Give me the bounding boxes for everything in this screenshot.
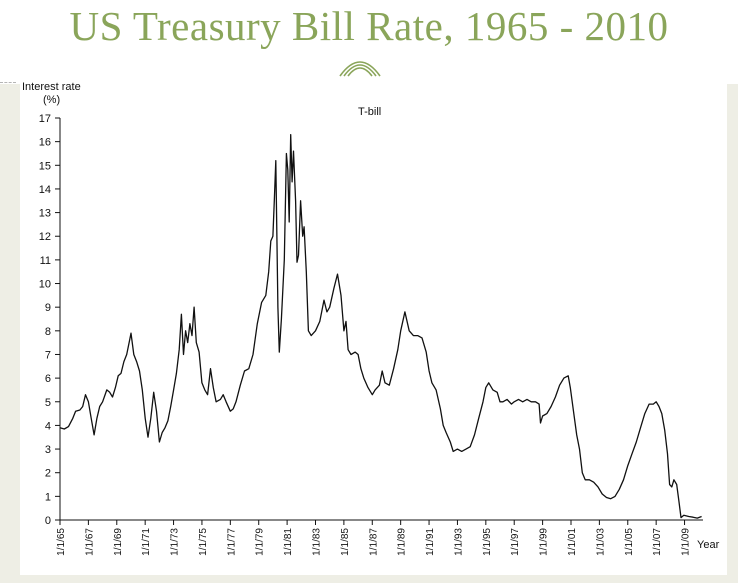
x-axis: 1/1/65 1/1/67 1/1/69 1/1/71 1/1/73 1/1/75 1/1/… (56, 519, 703, 556)
y-axis-label-unit: (%) (43, 94, 60, 106)
bottom-panel-band (0, 575, 738, 583)
x-tick-label: 1/1/77 (226, 528, 237, 556)
chart-title: T-bill (358, 106, 381, 118)
x-tick-label: 1/1/89 (397, 528, 408, 556)
y-tick-label: 7 (45, 349, 51, 361)
x-tick-label: 1/1/83 (311, 528, 322, 556)
decorative-divider (0, 82, 16, 83)
y-tick-label: 17 (39, 113, 51, 125)
x-tick-label: 1/1/81 (283, 528, 294, 556)
y-tick-label: 14 (39, 184, 51, 196)
x-tick-label: 1/1/75 (198, 528, 209, 556)
x-tick-label: 1/1/87 (368, 528, 379, 556)
y-tick-label: 9 (45, 302, 51, 314)
x-tick-label: 1/1/85 (340, 528, 351, 556)
x-tick-label: 1/1/73 (170, 528, 181, 556)
x-tick-label: 1/1/79 (255, 528, 266, 556)
y-tick-label: 16 (39, 137, 51, 149)
x-tick-label: 1/1/69 (113, 528, 124, 556)
x-axis-label: Year (697, 539, 720, 551)
y-tick-label: 11 (40, 255, 51, 267)
y-tick-label: 3 (45, 444, 51, 456)
y-tick-label: 8 (45, 326, 51, 338)
series-line-tbill (59, 133, 702, 519)
slide-title: US Treasury Bill Rate, 1965 - 2010 (69, 3, 669, 49)
x-tick-label: 1/1/09 (681, 528, 692, 556)
y-tick-label: 12 (39, 231, 51, 243)
x-tick-label: 1/1/05 (624, 528, 635, 556)
arch-icon (339, 61, 381, 77)
y-tick-label: 13 (39, 208, 51, 220)
x-tick-label: 1/1/71 (141, 528, 152, 556)
x-tick-label: 1/1/01 (567, 528, 578, 556)
y-tick-label: 6 (45, 373, 51, 385)
left-panel-band (0, 84, 20, 580)
y-tick-label: 5 (45, 397, 51, 409)
x-tick-label: 1/1/67 (84, 528, 95, 556)
y-tick-label: 10 (39, 279, 51, 291)
y-tick-label: 1 (45, 491, 51, 503)
y-tick-label: 4 (45, 420, 51, 432)
x-tick-label: 1/1/03 (595, 528, 606, 556)
x-tick-label: 1/1/99 (539, 528, 550, 556)
x-tick-label: 1/1/95 (482, 528, 493, 556)
right-panel-band (727, 84, 738, 583)
y-tick-label: 2 (45, 468, 51, 480)
x-tick-label: 1/1/97 (510, 528, 521, 556)
x-tick-label: 1/1/07 (652, 528, 663, 556)
y-tick-label: 0 (45, 515, 51, 527)
y-axis-label: Interest rate (22, 81, 81, 93)
y-tick-label: 15 (39, 160, 51, 172)
x-tick-label: 1/1/65 (56, 528, 67, 556)
x-tick-label: 1/1/91 (425, 528, 436, 556)
x-tick-label: 1/1/93 (453, 528, 464, 556)
